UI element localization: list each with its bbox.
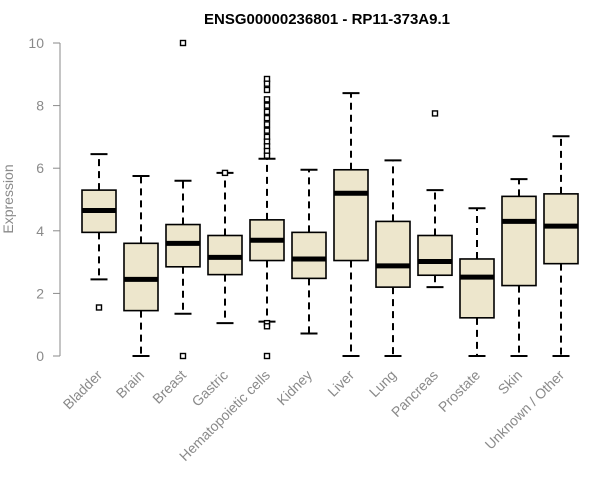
outlier-point: [263, 323, 271, 330]
box-lung: [375, 159, 411, 357]
x-tick-label: Skin: [495, 367, 526, 398]
y-axis-label: Expression: [0, 164, 16, 233]
box-kidney: [291, 168, 327, 335]
box-hematopoietic-cells: [249, 75, 285, 360]
outlier-point: [263, 96, 271, 103]
iqr-box: [543, 193, 579, 265]
y-tick-label: 10: [28, 35, 44, 51]
y-tick-label: 2: [36, 285, 44, 301]
x-tick-label: Brain: [113, 367, 147, 401]
x-tick-label: Lung: [366, 367, 399, 400]
iqr-box: [501, 195, 537, 287]
box-prostate: [459, 207, 495, 357]
outlier-point: [263, 108, 271, 116]
x-tick-label: Kidney: [274, 367, 316, 409]
box-pancreas: [417, 110, 453, 289]
outlier-point: [179, 39, 187, 47]
box-gastric: [207, 169, 243, 325]
outlier-point: [221, 169, 229, 177]
outlier-point: [263, 86, 271, 94]
outlier-point: [263, 152, 271, 159]
outlier-point: [263, 102, 271, 109]
y-tick-label: 0: [36, 348, 44, 364]
outlier-point: [263, 127, 271, 134]
y-axis: 0 2 4 6 8 10: [28, 35, 61, 364]
y-tick-label: 4: [36, 223, 44, 239]
x-tick-label: Bladder: [60, 367, 106, 413]
box-unknown-other: [543, 135, 579, 357]
iqr-box: [291, 231, 327, 280]
outlier-point: [95, 304, 103, 311]
x-tick-label: Pancreas: [388, 367, 441, 420]
outlier-point: [263, 121, 271, 128]
chart-title: ENSG00000236801 - RP11-373A9.1: [204, 11, 450, 28]
outlier-point: [263, 352, 271, 360]
y-tick-label: 6: [36, 160, 44, 176]
x-tick-label: Breast: [149, 367, 189, 407]
iqr-box: [459, 258, 495, 319]
x-tick-label: Liver: [324, 367, 357, 400]
outlier-point: [431, 110, 439, 117]
y-tick-label: 8: [36, 98, 44, 114]
box-brain: [123, 175, 159, 357]
outlier-point: [263, 80, 271, 87]
outlier-point: [179, 352, 187, 360]
iqr-box: [417, 234, 453, 277]
iqr-box: [375, 220, 411, 288]
box-bladder: [81, 153, 117, 311]
outlier-point: [263, 114, 271, 122]
box-breast: [165, 39, 201, 360]
boxes-group: [81, 39, 579, 360]
x-tick-label: Unknown / Other: [482, 367, 568, 453]
box-skin: [501, 178, 537, 357]
box-liver: [333, 92, 369, 357]
x-tick-label: Prostate: [435, 367, 483, 415]
iqr-box: [333, 168, 369, 262]
